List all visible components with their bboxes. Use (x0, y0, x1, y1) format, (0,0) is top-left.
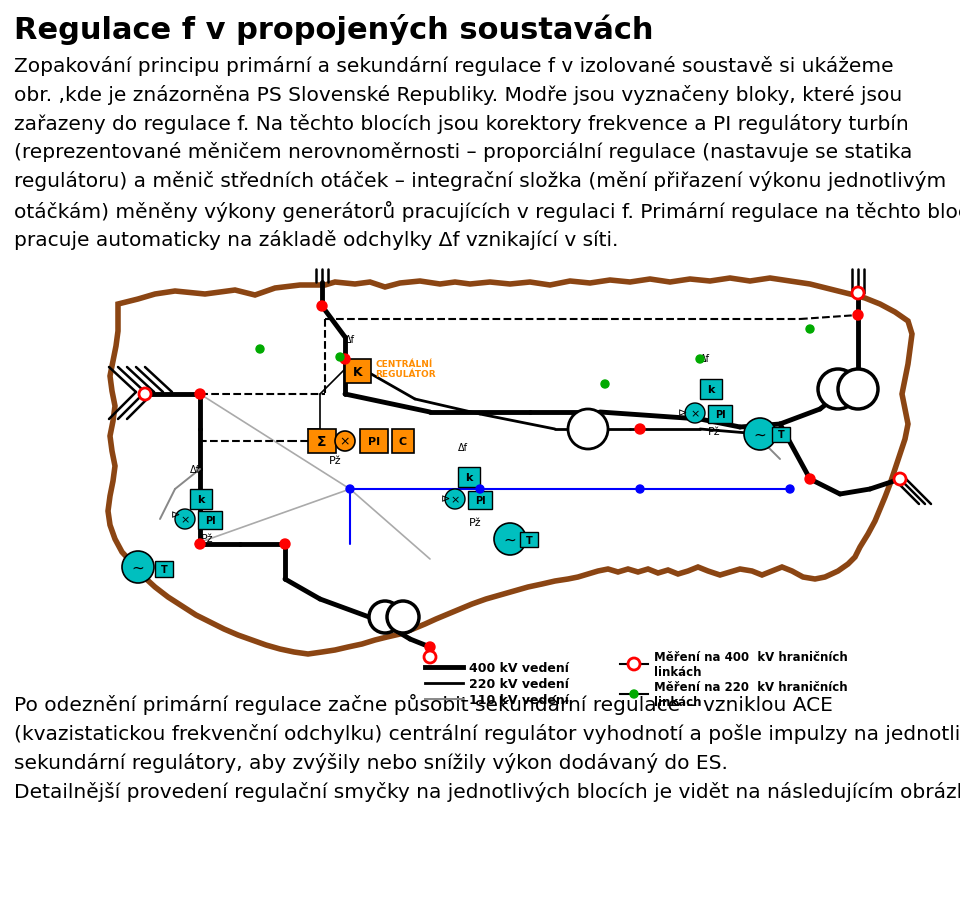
Circle shape (175, 509, 195, 529)
Circle shape (601, 381, 609, 389)
Circle shape (635, 425, 645, 435)
Circle shape (387, 601, 419, 633)
Circle shape (346, 486, 354, 494)
Polygon shape (108, 279, 912, 654)
Text: Pž: Pž (201, 534, 213, 543)
Circle shape (122, 551, 154, 583)
FancyBboxPatch shape (155, 561, 173, 578)
Circle shape (425, 642, 435, 652)
Text: ×: × (180, 515, 190, 525)
Text: PI: PI (204, 516, 215, 526)
FancyBboxPatch shape (772, 427, 790, 443)
Text: T: T (526, 535, 533, 545)
FancyBboxPatch shape (708, 405, 732, 424)
Text: ×: × (690, 408, 700, 418)
FancyBboxPatch shape (190, 489, 212, 509)
Text: ~: ~ (754, 427, 766, 442)
Circle shape (630, 691, 638, 698)
Circle shape (336, 353, 344, 362)
FancyBboxPatch shape (392, 429, 414, 454)
Text: Po odeznění primární regulace začne působit sekundární regulace – vzniklou ACE
(: Po odeznění primární regulace začne půso… (14, 693, 960, 772)
Text: ×: × (340, 435, 350, 448)
FancyBboxPatch shape (345, 360, 371, 384)
Text: C: C (399, 436, 407, 446)
Circle shape (805, 475, 815, 485)
Circle shape (317, 302, 327, 312)
Circle shape (340, 354, 350, 364)
Text: PI: PI (474, 496, 486, 506)
Circle shape (195, 539, 205, 549)
Text: T: T (160, 565, 167, 574)
Text: T: T (778, 430, 784, 440)
Text: Měření na 220  kV hraničních
linkách: Měření na 220 kV hraničních linkách (654, 681, 848, 708)
Circle shape (853, 311, 863, 321)
FancyBboxPatch shape (700, 380, 722, 400)
FancyBboxPatch shape (360, 429, 388, 454)
Text: Pž: Pž (328, 456, 342, 466)
FancyBboxPatch shape (308, 429, 336, 454)
Text: Σ: Σ (317, 435, 326, 448)
Text: 400 kV vedení: 400 kV vedení (469, 660, 569, 674)
Circle shape (256, 345, 264, 353)
Text: Δf: Δf (345, 334, 355, 344)
Text: Δf: Δf (458, 443, 468, 453)
Text: ~: ~ (504, 532, 516, 547)
Text: PI: PI (368, 436, 380, 446)
Circle shape (894, 474, 906, 486)
Text: K: K (353, 365, 363, 378)
Text: Zopakování principu primární a sekundární regulace f v izolované soustavě si uká: Zopakování principu primární a sekundárn… (14, 56, 960, 251)
Circle shape (628, 659, 640, 670)
Circle shape (636, 486, 644, 494)
Circle shape (744, 418, 776, 451)
Circle shape (280, 539, 290, 549)
Circle shape (139, 389, 151, 401)
Text: PI: PI (714, 410, 726, 420)
Circle shape (568, 410, 608, 449)
Circle shape (424, 651, 436, 663)
Text: ⊳: ⊳ (441, 494, 449, 504)
Text: Detailnější provedení regulační smyčky na jednotlivých blocích je vidět na násle: Detailnější provedení regulační smyčky n… (14, 781, 960, 801)
Circle shape (369, 601, 401, 633)
Text: Pž: Pž (468, 517, 481, 527)
Circle shape (806, 325, 814, 333)
Circle shape (335, 432, 355, 452)
FancyBboxPatch shape (198, 511, 222, 529)
Text: Pž: Pž (708, 426, 720, 436)
Text: ~: ~ (132, 560, 144, 575)
FancyBboxPatch shape (468, 491, 492, 509)
Circle shape (685, 404, 705, 424)
Circle shape (494, 524, 526, 556)
Text: CENTRÁLNÍ
REGULÁTOR: CENTRÁLNÍ REGULÁTOR (375, 360, 436, 379)
Circle shape (786, 486, 794, 494)
Text: Δf: Δf (190, 465, 200, 475)
Text: 110 kV vedení: 110 kV vedení (469, 692, 569, 706)
Text: Regulace f v propojených soustavách: Regulace f v propojených soustavách (14, 14, 654, 45)
Circle shape (852, 288, 864, 300)
Circle shape (476, 486, 484, 494)
Circle shape (696, 355, 704, 363)
Text: Měření na 400  kV hraničních
linkách: Měření na 400 kV hraničních linkách (654, 650, 848, 679)
Circle shape (838, 370, 878, 410)
Text: k: k (708, 384, 714, 394)
Text: ⊳: ⊳ (170, 509, 180, 519)
Text: 220 kV vedení: 220 kV vedení (469, 677, 569, 690)
Text: Δf: Δf (700, 353, 710, 363)
FancyBboxPatch shape (520, 532, 538, 548)
Text: ⊳: ⊳ (678, 407, 686, 417)
Circle shape (445, 489, 465, 509)
Circle shape (818, 370, 858, 410)
Text: k: k (466, 473, 472, 483)
FancyBboxPatch shape (458, 467, 480, 487)
Text: k: k (198, 495, 204, 505)
Circle shape (195, 390, 205, 400)
Text: ×: × (450, 495, 460, 505)
